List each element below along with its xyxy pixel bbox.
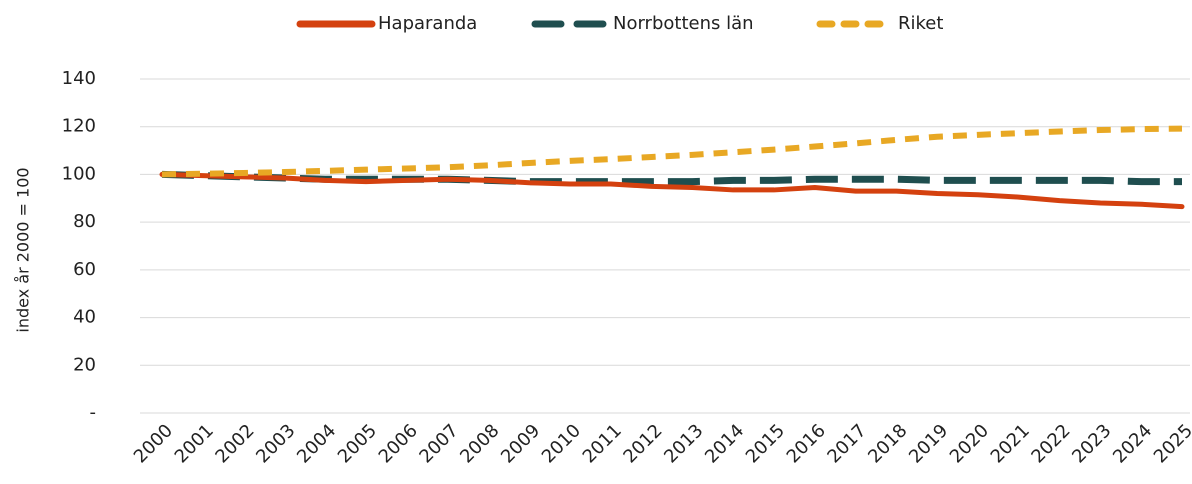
series-line [161, 170, 1182, 186]
x-tick-label: 2005 [334, 420, 381, 467]
x-tick-label: 2002 [211, 420, 258, 467]
x-tick-label: 2000 [130, 420, 177, 467]
y-tick-label: 40 [73, 307, 96, 328]
x-tick-label: 2016 [783, 420, 830, 467]
x-tick-label: 2018 [864, 420, 911, 467]
x-tick-label: 2011 [579, 420, 626, 467]
x-tick-label: 2020 [946, 420, 993, 467]
x-tick-label: 2010 [538, 420, 585, 467]
y-tick-label: 20 [73, 354, 96, 375]
x-tick-label: 2015 [742, 420, 789, 467]
y-tick-label: 100 [62, 163, 96, 184]
y-tick-label: 140 [62, 68, 96, 89]
x-tick-label: 2004 [293, 420, 340, 467]
x-tick-label: 2023 [1068, 420, 1115, 467]
legend-label: Norrbottens län [613, 13, 754, 34]
x-tick-label: 2019 [905, 420, 952, 467]
x-tick-label: 2009 [497, 420, 544, 467]
x-tick-label: 2017 [823, 420, 870, 467]
x-tick-label: 2008 [456, 420, 503, 467]
legend-label: Riket [898, 13, 943, 34]
x-tick-label: 2012 [619, 420, 666, 467]
legend-label: Haparanda [378, 13, 477, 34]
x-tick-label: 2024 [1109, 420, 1156, 467]
series-line [159, 171, 1185, 210]
x-tick-label: 2013 [660, 420, 707, 467]
y-tick-label: 60 [73, 259, 96, 280]
y-tick-label: - [90, 402, 97, 423]
x-tick-label: 2014 [701, 420, 748, 467]
x-tick-label: 2025 [1150, 420, 1192, 467]
x-tick-label: 2006 [375, 420, 422, 467]
x-tick-label: 2022 [1027, 420, 1074, 467]
x-tick-label: 2021 [987, 420, 1034, 467]
x-tick-label: 2007 [415, 420, 462, 467]
y-tick-label: 120 [62, 116, 96, 137]
y-axis-label: index år 2000 = 100 [14, 167, 33, 332]
series-line [161, 125, 1183, 178]
x-tick-label: 2003 [252, 420, 299, 467]
x-tick-label: 2001 [171, 420, 218, 467]
y-tick-label: 80 [73, 211, 96, 232]
